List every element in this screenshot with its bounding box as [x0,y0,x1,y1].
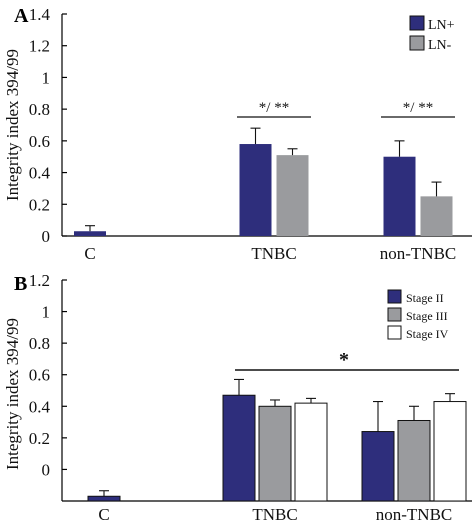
panel-b: B 0 0.2 0.4 0.6 0.8 1 1.2 Integrity index 394/99… [3,271,472,524]
y-tick-label: 0 [42,460,51,479]
panel-letter: A [14,5,29,27]
category-label: non-TNBC [376,505,453,524]
y-tick-label: 1.2 [29,271,50,290]
bar [383,156,416,236]
y-tick-label: 1 [42,303,51,322]
bar [420,196,453,236]
legend-label: LN+ [428,18,455,33]
panel-letter: B [14,273,27,295]
y-axis-label: Integrity index 394/99 [3,49,22,201]
category-label: TNBC [252,505,297,524]
y-tick-label: 0.2 [29,195,50,214]
category-label: non-TNBC [380,244,457,263]
bar [276,155,309,236]
y-tick-label: 1.4 [29,5,51,24]
bar [361,431,395,502]
y-axis-label: Integrity index 394/99 [3,318,22,470]
legend-swatch [387,307,402,322]
y-tick-label: 0.8 [29,100,50,119]
y-tick-label: 0 [42,227,51,246]
y-tick-label: 0.4 [29,397,51,416]
category-label: TNBC [251,244,296,263]
bar [222,394,256,502]
bar [239,144,272,236]
y-tick-label: 0.4 [29,164,51,183]
bar [433,401,467,502]
category-label: C [98,505,109,524]
legend-label: LN- [428,38,452,53]
y-tick-label: 0.6 [29,132,50,151]
legend-label: Stage III [406,309,448,323]
bar [87,495,121,502]
bar [294,402,328,502]
significance-label: */ ** [259,100,289,116]
significance-label: */ ** [403,100,433,116]
y-tick-label: 1 [42,68,51,87]
y-tick-label: 1.2 [29,37,50,56]
legend-swatch [387,289,402,304]
legend-label: Stage IV [406,327,449,341]
legend-label: Stage II [406,291,444,305]
bar [258,405,292,502]
legend-swatch [387,325,402,340]
y-tick-label: 0.8 [29,334,50,353]
y-tick-label: 0.6 [29,366,50,385]
category-label: C [84,244,95,263]
bar [397,419,431,502]
significance-label: * [339,349,349,371]
y-tick-label: 0.2 [29,429,50,448]
legend-swatch [409,35,425,51]
panel-a: A 0 0.2 0.4 0.6 0.8 1 1.2 1.4 Integrity index 394… [3,5,472,263]
bar [74,231,106,236]
legend-swatch [409,15,425,31]
